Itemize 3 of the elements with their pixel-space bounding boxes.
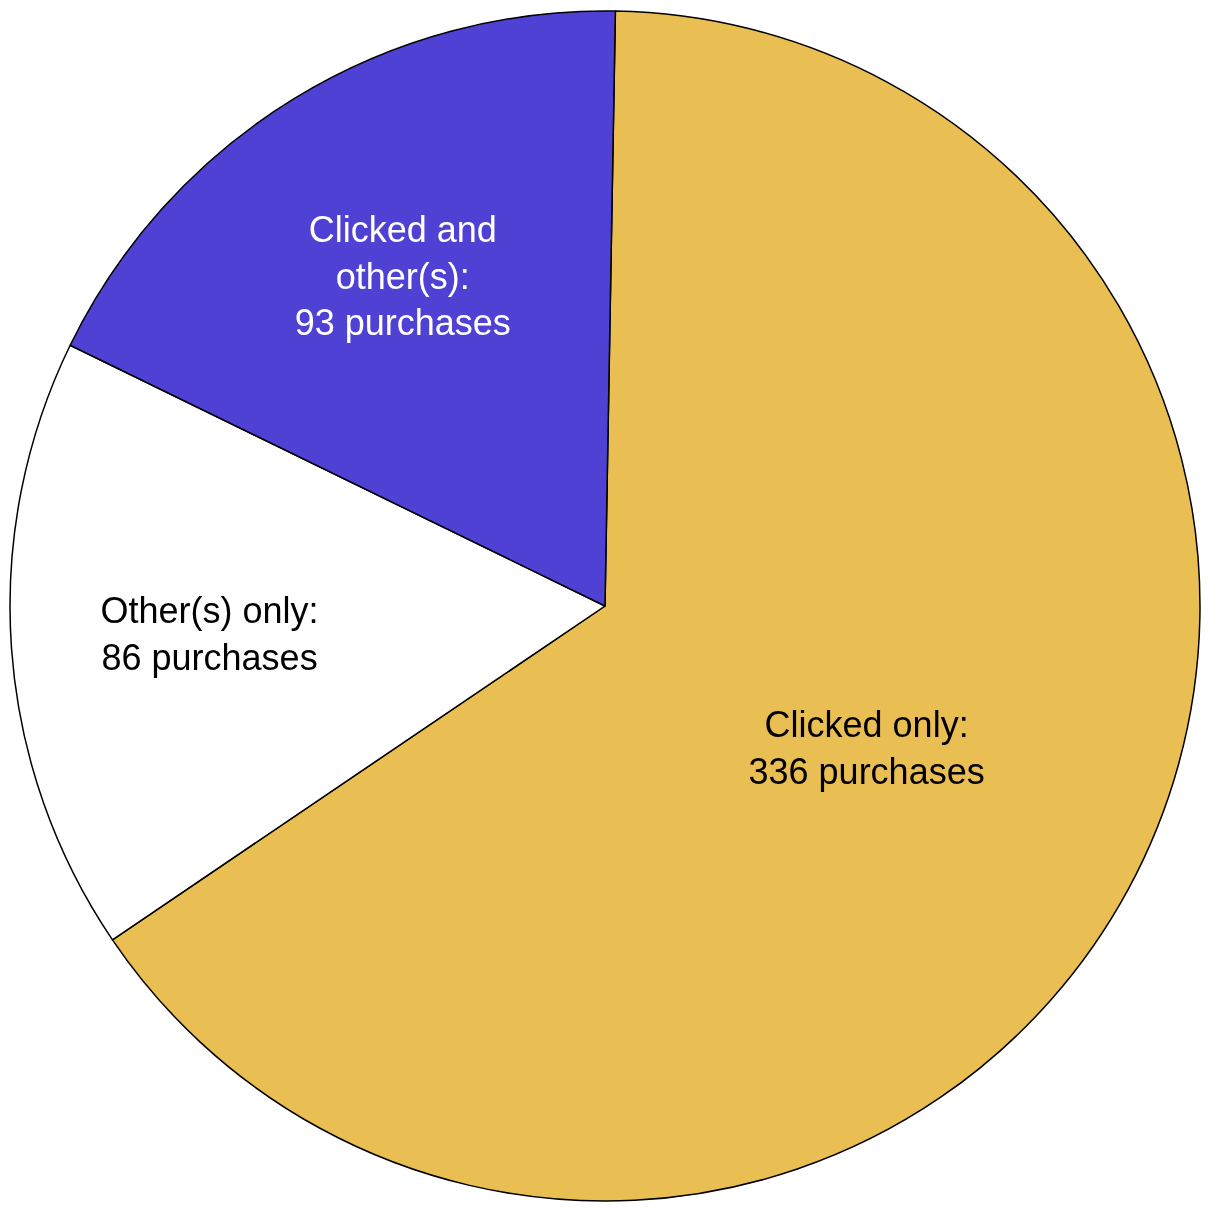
- data-label: Clicked and other(s): 93 purchases: [294, 208, 511, 344]
- data-label: Clicked only: 336 purchases: [748, 703, 985, 792]
- data-label: Other(s) only: 86 purchases: [100, 590, 319, 679]
